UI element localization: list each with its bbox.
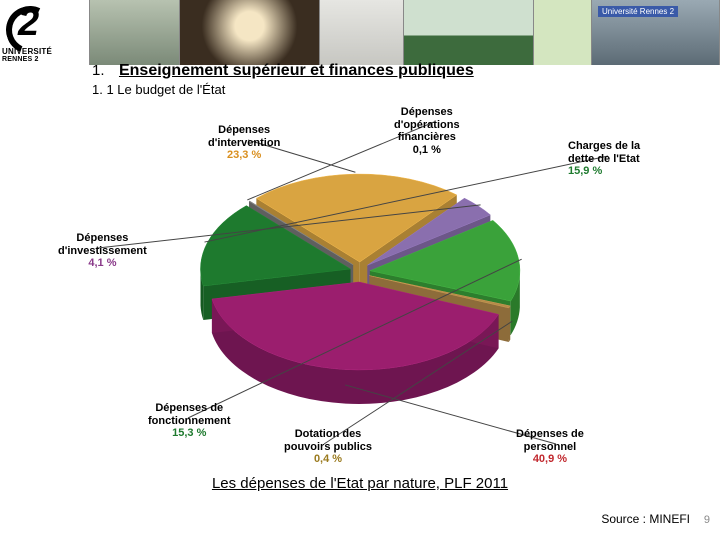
slide: 2 UNIVERSITÉ RENNES 2 1. Enseignement su… <box>0 0 720 540</box>
pie-label-investissement: Dépensesd'investissement4,1 % <box>58 232 147 270</box>
pie-label-dette: Charges de ladette de l'Etat15,9 % <box>568 140 640 178</box>
budget-pie-chart: Dépenses depersonnel40,9 %Charges de lad… <box>60 112 660 462</box>
collage-photo-1 <box>90 0 180 65</box>
chart-caption: Les dépenses de l'Etat par nature, PLF 2… <box>0 475 720 492</box>
pie-label-op_fin: Dépensesd'opérationsfinancières0,1 % <box>394 106 460 157</box>
pie-label-fonctionnement: Dépenses defonctionnement15,3 % <box>148 402 231 440</box>
header-photo-collage: 2 UNIVERSITÉ RENNES 2 <box>0 0 720 65</box>
section-title: Enseignement supérieur et finances publi… <box>119 62 474 80</box>
section-subtitle: 1. 1 Le budget de l'État <box>92 82 474 97</box>
logo-glyph-2: 2 <box>18 2 35 45</box>
logo-text: UNIVERSITÉ RENNES 2 <box>2 47 52 63</box>
section-number: 1. <box>92 62 105 79</box>
collage-photo-5 <box>534 0 592 65</box>
collage-photo-3 <box>320 0 404 65</box>
heading-block: 1. Enseignement supérieur et finances pu… <box>92 62 474 97</box>
university-logo: 2 UNIVERSITÉ RENNES 2 <box>0 0 90 65</box>
collage-photo-6 <box>592 0 720 65</box>
source-text: Source : MINEFI <box>601 512 690 526</box>
pie-label-personnel: Dépenses depersonnel40,9 % <box>516 428 584 466</box>
pie-label-pouvoirs_pub: Dotation despouvoirs publics0,4 % <box>284 428 372 466</box>
pie-label-intervention: Dépensesd'intervention23,3 % <box>208 124 280 162</box>
collage-photo-4 <box>404 0 534 65</box>
collage-photo-2 <box>180 0 320 65</box>
page-number: 9 <box>704 514 710 526</box>
